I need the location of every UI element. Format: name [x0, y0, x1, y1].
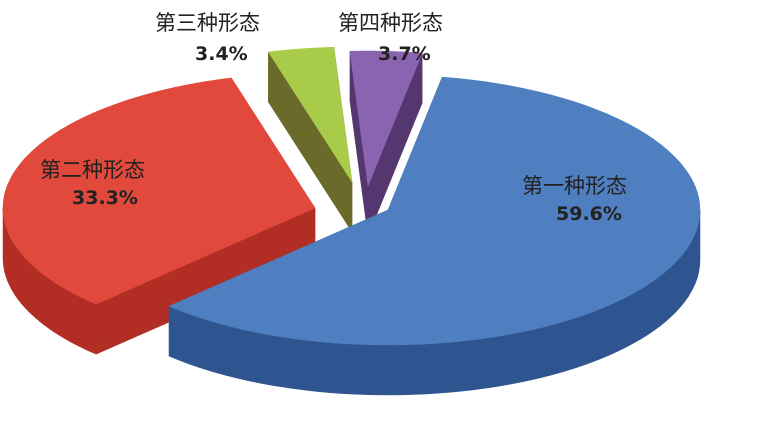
label-slice-4: 第四种形态 [338, 11, 443, 35]
value-slice-2: 33.3% [72, 187, 138, 209]
value-slice-4: 3.7% [378, 43, 431, 65]
label-slice-2: 第二种形态 [40, 158, 145, 182]
label-slice-3: 第三种形态 [155, 11, 260, 35]
value-slice-3: 3.4% [195, 43, 248, 65]
slice-2-top [2, 77, 316, 305]
label-slice-1: 第一种形态 [522, 174, 627, 198]
value-slice-1: 59.6% [556, 203, 622, 225]
slice-1-top [168, 76, 701, 346]
slice-4-top [349, 50, 423, 187]
slice-3-top [267, 46, 353, 183]
